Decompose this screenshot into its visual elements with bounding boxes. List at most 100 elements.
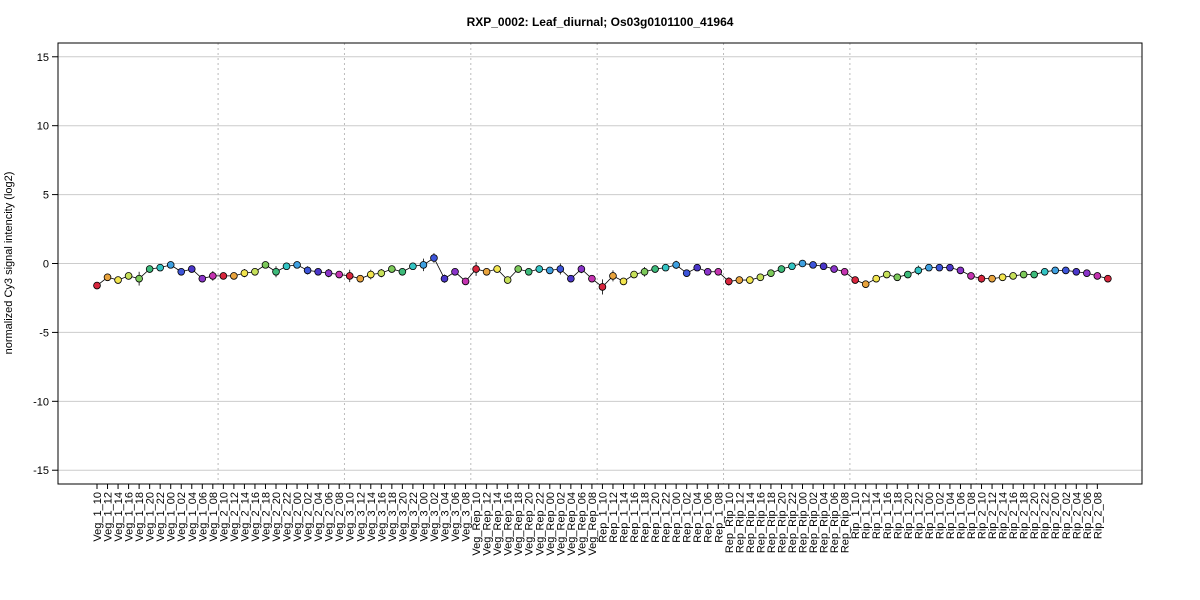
data-point [830, 265, 838, 273]
y-tick-label: 10 [37, 121, 49, 133]
data-point [935, 263, 944, 272]
data-point [977, 274, 986, 283]
x-tick-label: Rip_2_20 [1029, 492, 1041, 539]
data-point [1051, 266, 1060, 275]
x-axis: Veg_1_10Veg_1_12Veg_1_14Veg_1_16Veg_1_18… [92, 484, 1104, 556]
x-tick-label: Rip_2_08 [1092, 492, 1104, 539]
x-tick-label: Rep_Rip_20 [776, 492, 788, 553]
x-tick-label: Veg_Rep_20 [524, 492, 536, 556]
x-tick-label: Veg_3_02 [429, 492, 441, 542]
data-point [851, 276, 859, 284]
x-tick-label: Veg_1_14 [113, 492, 125, 542]
x-tick-label: Veg_2_04 [313, 492, 325, 542]
x-tick-label: Rep_1_22 [661, 492, 673, 543]
x-tick-label: Veg_Rep_12 [482, 492, 494, 556]
x-tick-label: Veg_2_12 [229, 492, 241, 542]
x-tick-label: Rep_Rip_00 [798, 492, 810, 553]
data-point [567, 274, 575, 283]
data-point [988, 274, 996, 283]
x-tick-label: Rep_Rip_22 [787, 492, 799, 553]
data-point [682, 269, 691, 277]
data-point [93, 281, 101, 290]
x-tick-label: Rip_2_02 [1061, 492, 1073, 539]
data-point [524, 267, 533, 276]
x-tick-label: Rep_Rip_12 [734, 492, 746, 553]
data-point [145, 265, 154, 273]
x-tick-label: Rep_Rip_02 [808, 492, 820, 553]
data-point [1040, 267, 1049, 276]
x-tick-label: Veg_3_20 [397, 492, 409, 542]
data-points [93, 254, 1112, 291]
data-point [398, 267, 407, 276]
group-separators [217, 43, 977, 484]
x-tick-label: Rip_1_08 [966, 492, 978, 539]
data-point [166, 261, 175, 269]
x-tick-label: Veg_3_06 [450, 492, 462, 542]
x-tick-label: Veg_1_02 [176, 492, 188, 542]
x-tick-label: Veg_1_20 [145, 492, 157, 542]
data-point [598, 283, 607, 291]
data-point [767, 269, 775, 277]
x-tick-label: Rip_1_22 [913, 492, 925, 539]
data-point [588, 274, 596, 283]
x-tick-label: Veg_3_16 [376, 492, 388, 542]
data-point [251, 267, 259, 276]
x-tick-label: Rep_1_18 [640, 492, 652, 543]
x-tick-label: Rep_Rip_14 [745, 492, 757, 553]
data-point [925, 263, 933, 272]
x-tick-label: Veg_3_18 [387, 492, 399, 542]
data-point [493, 265, 501, 273]
data-point [1093, 272, 1102, 280]
y-tick-label: 5 [43, 190, 49, 202]
x-tick-label: Veg_Rep_08 [587, 492, 599, 556]
data-point [230, 272, 238, 280]
data-point [156, 263, 164, 272]
x-tick-label: Rip_1_02 [934, 492, 946, 539]
data-point [1061, 266, 1070, 275]
x-tick-label: Veg_2_22 [282, 492, 294, 542]
data-point [819, 262, 828, 271]
data-point [135, 274, 143, 283]
x-tick-label: Rep_1_20 [650, 492, 662, 543]
x-tick-label: Rep_Rip_04 [819, 492, 831, 553]
data-point [366, 270, 375, 279]
x-tick-label: Rep_Rip_06 [829, 492, 841, 553]
data-point [651, 265, 659, 273]
data-point [198, 274, 207, 283]
x-tick-label: Veg_1_06 [197, 492, 209, 542]
x-tick-label: Rep_1_16 [629, 492, 641, 543]
x-tick-label: Veg_1_00 [166, 492, 178, 542]
data-point [756, 273, 765, 282]
x-tick-label: Veg_2_16 [250, 492, 262, 542]
data-point [967, 272, 975, 280]
x-tick-label: Rep_Rip_18 [766, 492, 778, 553]
data-point [619, 277, 628, 286]
data-point [956, 266, 965, 275]
data-point [788, 262, 796, 271]
x-tick-label: Rip_2_22 [1040, 492, 1052, 539]
data-point [482, 267, 491, 276]
x-tick-label: Rep_1_08 [713, 492, 725, 543]
x-tick-label: Rip_2_14 [998, 492, 1010, 539]
x-tick-label: Veg_Rep_10 [471, 492, 483, 556]
x-tick-label: Veg_2_18 [260, 492, 272, 542]
data-point [335, 270, 343, 279]
x-tick-label: Rip_1_16 [882, 492, 894, 539]
x-tick-label: Rep_1_04 [692, 492, 704, 543]
data-point [440, 274, 449, 283]
x-tick-label: Rep_Rip_10 [724, 492, 736, 553]
data-point [124, 272, 133, 280]
x-tick-label: Veg_2_06 [324, 492, 336, 542]
x-tick-label: Rip_1_14 [871, 492, 883, 539]
x-tick-label: Veg_3_22 [408, 492, 420, 542]
x-tick-label: Veg_1_12 [103, 492, 115, 542]
data-point [303, 266, 312, 275]
x-tick-label: Rep_1_10 [597, 492, 609, 543]
x-tick-label: Rep_1_02 [682, 492, 694, 543]
x-tick-label: Rip_2_10 [977, 492, 989, 539]
data-point [219, 272, 228, 280]
data-point [356, 274, 365, 283]
data-point [661, 263, 670, 272]
x-tick-label: Rip_2_06 [1082, 492, 1094, 539]
